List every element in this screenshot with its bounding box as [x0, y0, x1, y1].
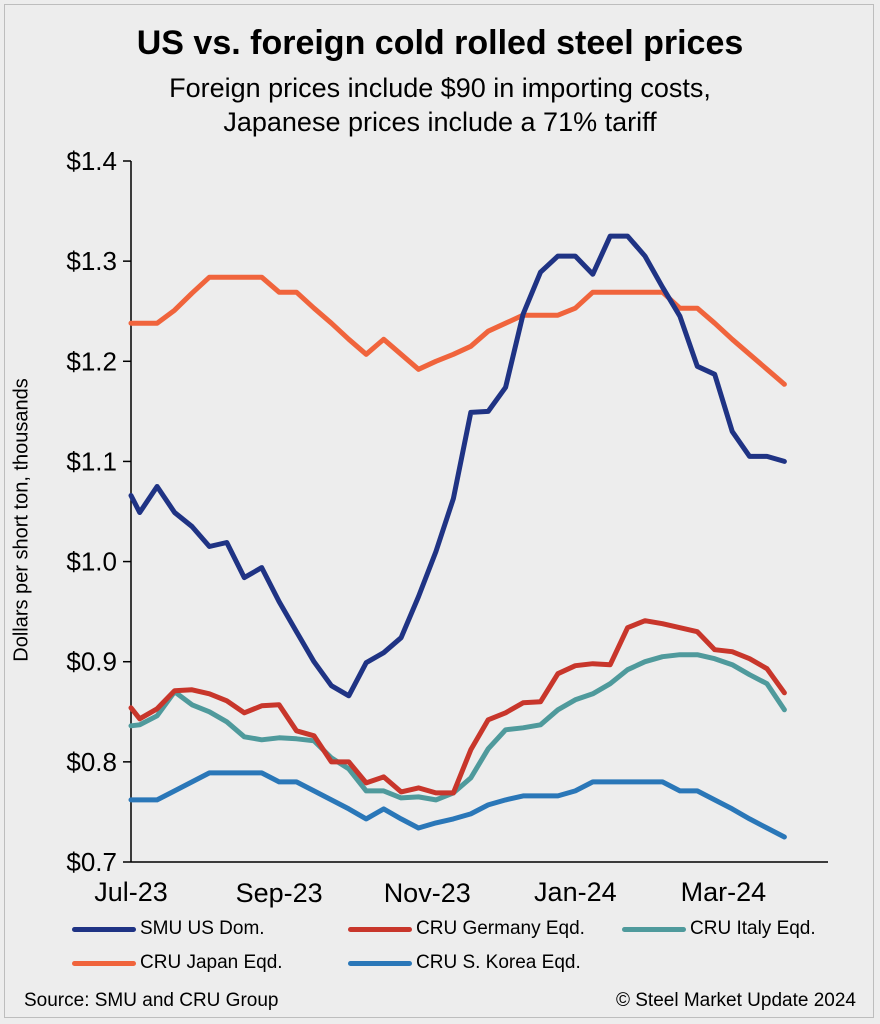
- chart-subtitle-line1: Foreign prices include $90 in importing …: [169, 73, 711, 103]
- source-note: Source: SMU and CRU Group: [24, 990, 279, 1011]
- legend-label: CRU S. Korea Eqd.: [416, 952, 581, 973]
- legend-item: CRU S. Korea Eqd.: [348, 948, 581, 978]
- y-tick-label: $1.0: [66, 547, 117, 577]
- x-tick-label: Jul-23: [94, 877, 168, 907]
- copyright-note: © Steel Market Update 2024: [615, 990, 856, 1011]
- legend-swatch: [72, 926, 136, 932]
- y-tick-label: $1.3: [66, 246, 117, 276]
- legend-swatch: [622, 926, 686, 932]
- x-tick-label: Nov-23: [384, 878, 471, 908]
- y-tick-label: $1.2: [66, 346, 117, 376]
- y-tick-label: $1.4: [66, 146, 117, 176]
- chart-subtitle-line2: Japanese prices include a 71% tariff: [223, 107, 657, 137]
- legend-swatch: [72, 960, 136, 966]
- y-tick-label: $1.1: [66, 446, 117, 476]
- series-line-smu-us-dom: [128, 233, 787, 699]
- legend-item: SMU US Dom.: [72, 914, 265, 944]
- legend-label: CRU Italy Eqd.: [690, 918, 816, 939]
- x-tick-label: Sep-23: [236, 878, 323, 908]
- legend-label: CRU Japan Eqd.: [140, 952, 283, 973]
- x-tick-label: Jan-24: [534, 877, 617, 907]
- y-tick-label: $0.9: [66, 647, 117, 677]
- chart-frame: [4, 4, 874, 1018]
- y-tick-label: $0.8: [66, 747, 117, 777]
- legend-item: CRU Germany Eqd.: [348, 914, 585, 944]
- series-line-cru-germany-eqd: [128, 618, 787, 796]
- legend-swatch: [348, 960, 412, 966]
- legend-label: CRU Germany Eqd.: [416, 918, 585, 939]
- series-line-cru-s-korea-eqd: [128, 770, 787, 840]
- legend-swatch: [348, 926, 412, 932]
- y-tick-label: $0.7: [66, 847, 117, 877]
- chart-title: US vs. foreign cold rolled steel prices: [136, 24, 744, 62]
- legend-label: SMU US Dom.: [140, 918, 265, 939]
- chart-legend: SMU US Dom. CRU Germany Eqd. CRU Italy Eqd…: [0, 912, 880, 982]
- legend-item: CRU Japan Eqd.: [72, 948, 283, 978]
- x-tick-label: Mar-24: [681, 877, 767, 907]
- legend-item: CRU Italy Eqd.: [622, 914, 816, 944]
